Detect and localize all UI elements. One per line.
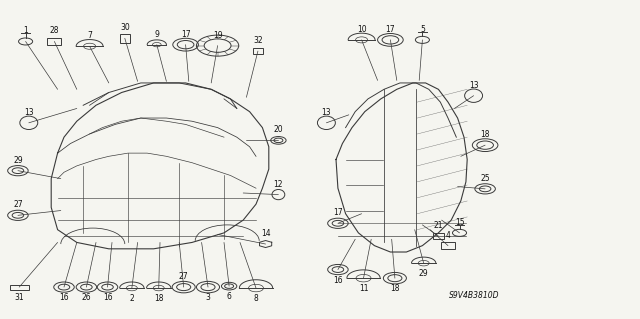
Text: 10: 10: [356, 25, 367, 34]
Text: 7: 7: [87, 31, 92, 40]
Text: 26: 26: [81, 293, 92, 302]
Text: 16: 16: [333, 276, 343, 285]
Text: 21: 21: [434, 221, 443, 230]
Text: 9: 9: [154, 30, 159, 39]
Text: 16: 16: [59, 293, 69, 302]
Text: 11: 11: [359, 284, 368, 293]
Text: 20: 20: [273, 125, 284, 134]
Text: 27: 27: [179, 272, 189, 281]
Text: 17: 17: [385, 25, 396, 34]
Text: 13: 13: [24, 108, 34, 117]
Text: 13: 13: [468, 81, 479, 90]
Text: S9V4B3810D: S9V4B3810D: [449, 291, 499, 300]
Text: 6: 6: [227, 292, 232, 301]
Text: 18: 18: [154, 294, 163, 303]
Text: 14: 14: [260, 229, 271, 238]
Text: 13: 13: [321, 108, 332, 117]
Text: 16: 16: [102, 293, 113, 302]
Text: 18: 18: [390, 284, 399, 293]
Text: 27: 27: [13, 200, 23, 209]
Text: 19: 19: [212, 31, 223, 40]
Text: 30: 30: [120, 23, 130, 32]
Text: 29: 29: [419, 269, 429, 278]
Text: 2: 2: [129, 294, 134, 303]
Text: 3: 3: [205, 293, 211, 302]
Text: 8: 8: [253, 294, 259, 303]
Text: 1: 1: [23, 26, 28, 35]
Text: 15: 15: [454, 218, 465, 227]
Text: 17: 17: [180, 30, 191, 39]
Text: 12: 12: [274, 180, 283, 189]
Text: 32: 32: [253, 36, 263, 45]
Text: 17: 17: [333, 208, 343, 217]
Text: 29: 29: [13, 156, 23, 165]
Text: 25: 25: [480, 174, 490, 183]
Text: 4: 4: [445, 231, 451, 240]
Text: 18: 18: [481, 130, 490, 139]
Text: 31: 31: [14, 293, 24, 302]
Text: 28: 28: [50, 26, 59, 35]
Text: 5: 5: [420, 25, 425, 34]
